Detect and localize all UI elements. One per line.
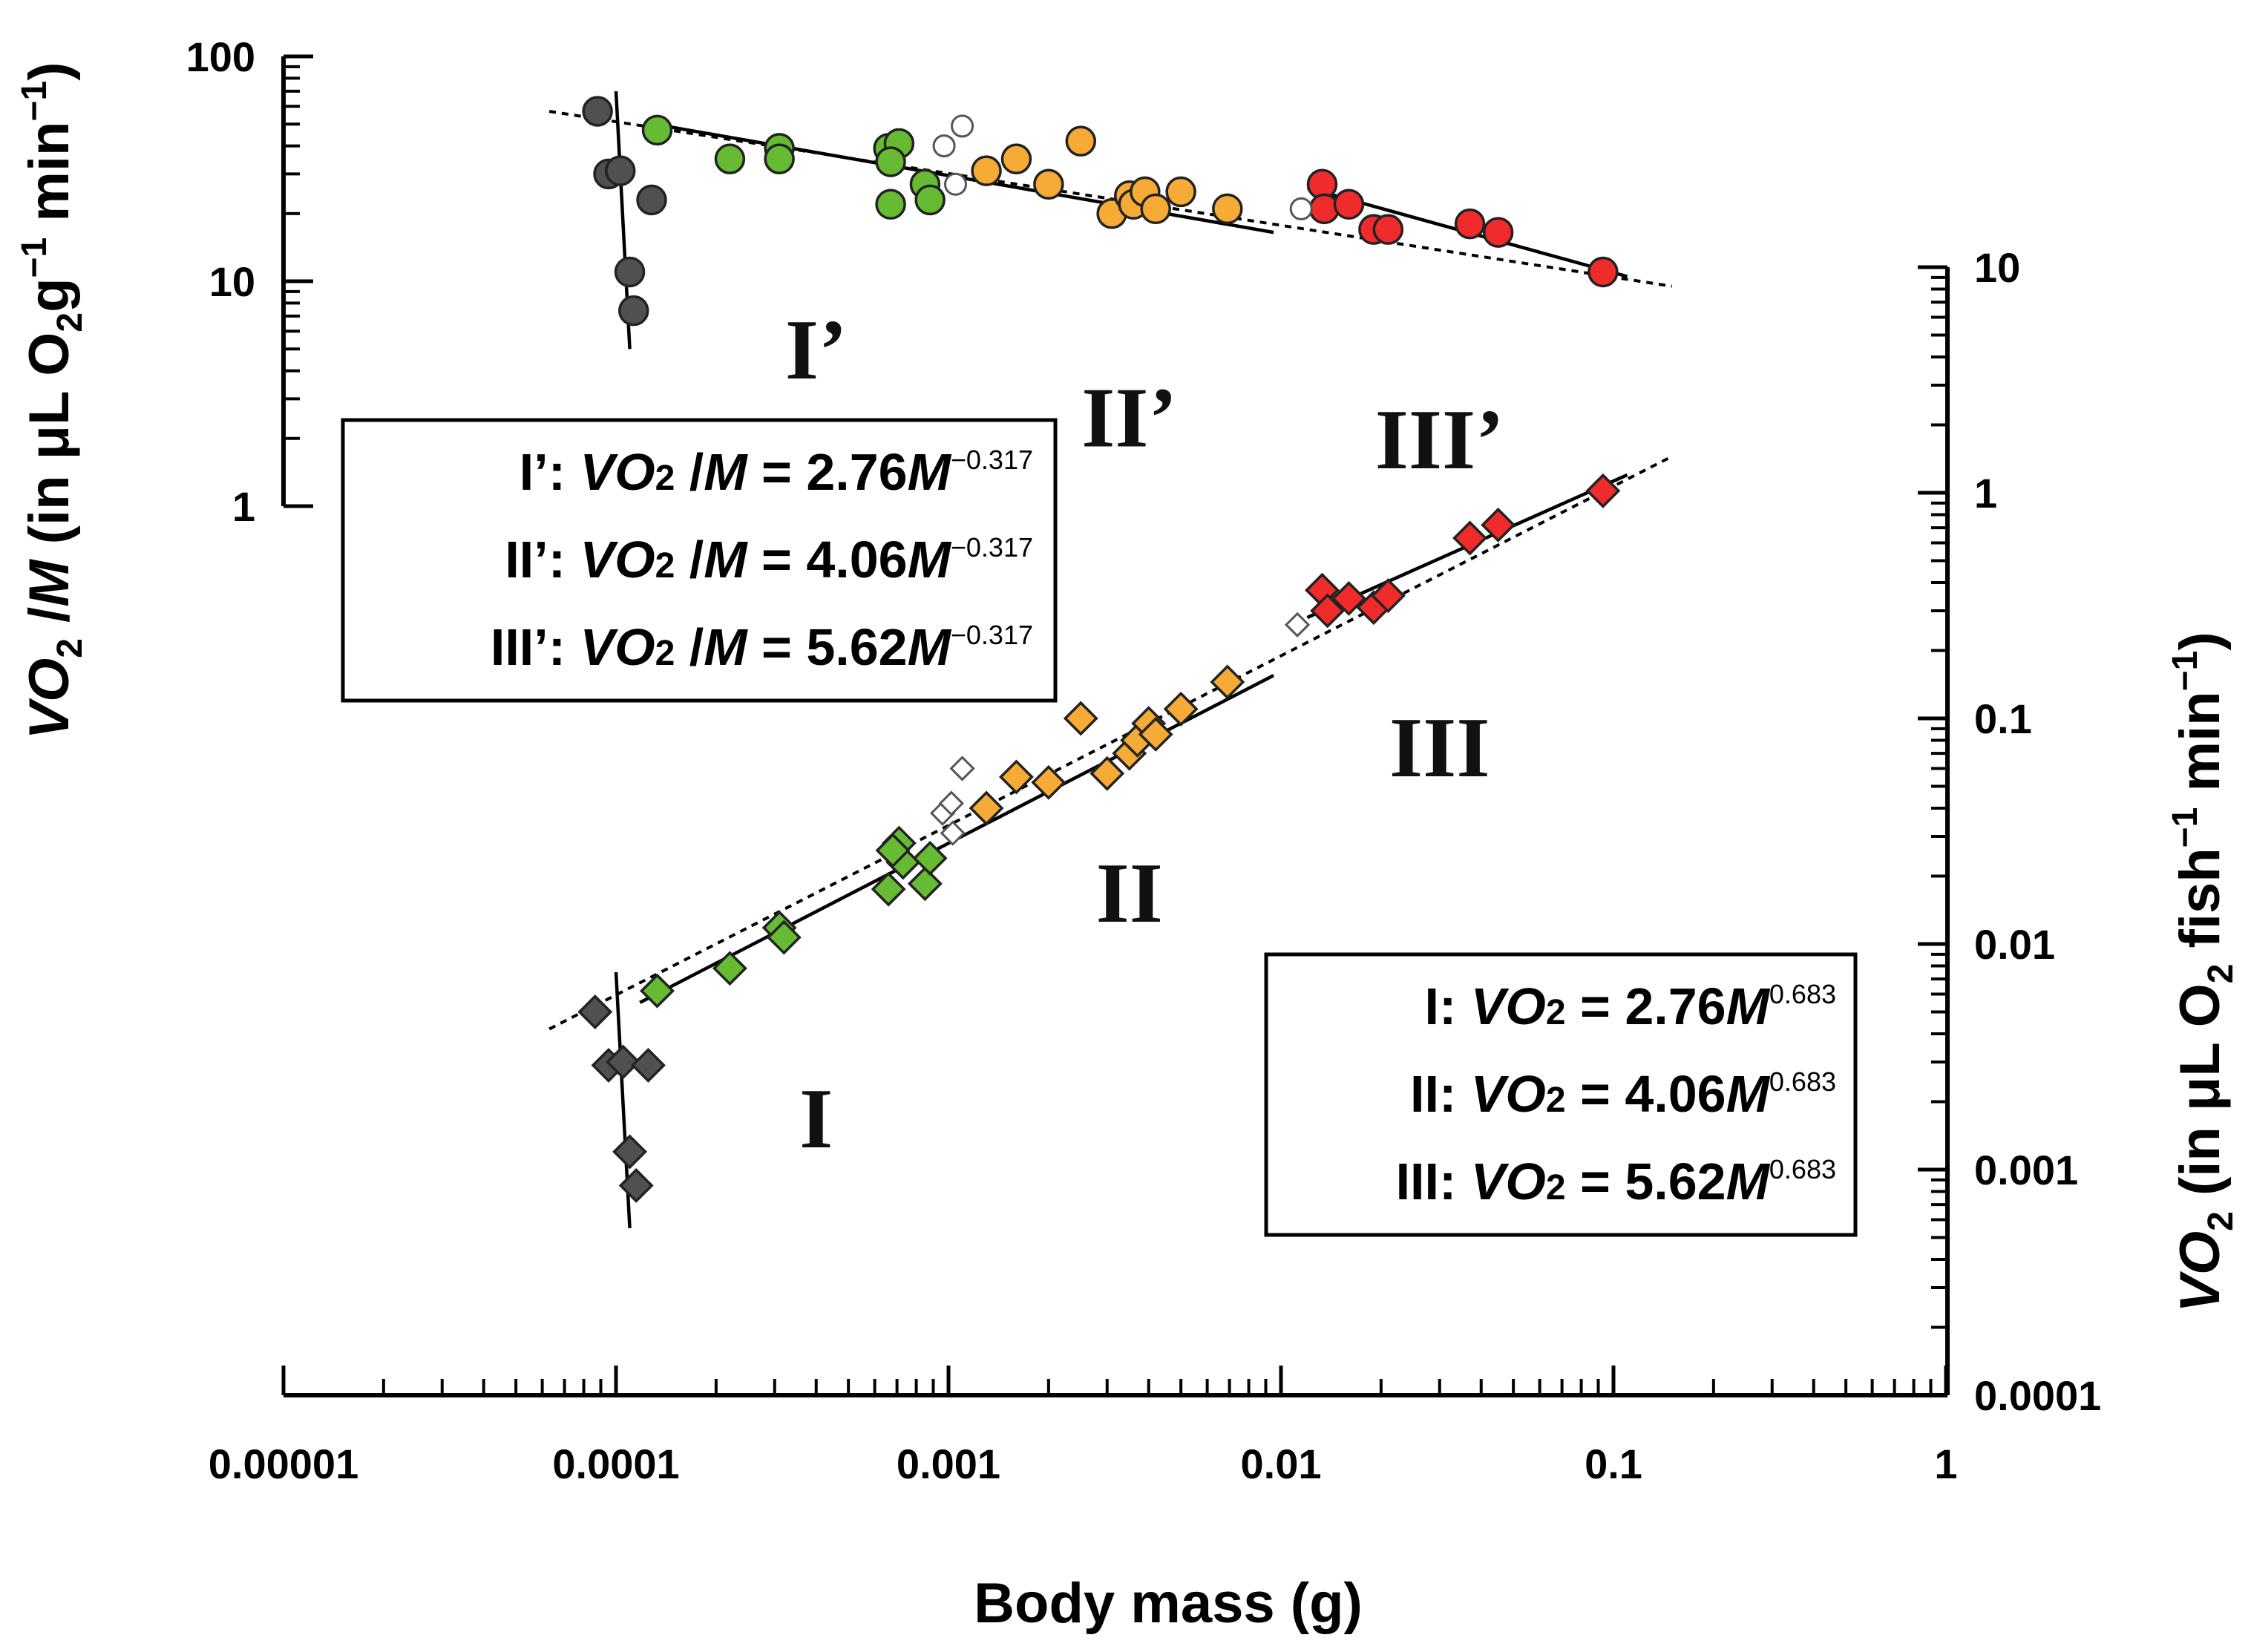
data-point-diamond bbox=[875, 833, 911, 868]
data-point-circle bbox=[714, 143, 746, 174]
data-point-diamond bbox=[1481, 507, 1516, 543]
data-point-circle bbox=[614, 256, 646, 288]
equation-box-mass-specific-frame bbox=[341, 418, 1058, 703]
data-point-circle bbox=[641, 114, 673, 146]
data-point-circle bbox=[1212, 193, 1243, 225]
data-point-diamond bbox=[1331, 580, 1366, 616]
data-points bbox=[577, 96, 1621, 1203]
equation-mass-specific-3: III’: VO2 /M = 5.62M−0.317 bbox=[491, 618, 1033, 676]
y-left-tick-label: 100 bbox=[186, 33, 255, 80]
data-point-diamond bbox=[606, 1044, 640, 1080]
data-point-circle bbox=[636, 184, 667, 216]
y-right-axis: 0.0001 0.001 0.01 0.1 1 10 bbox=[1918, 244, 2101, 1419]
data-point-circle bbox=[1033, 168, 1064, 200]
data-point-circle bbox=[1140, 193, 1171, 225]
data-point-diamond bbox=[1585, 473, 1621, 508]
y-left-tick-label: 10 bbox=[209, 258, 255, 305]
x-axis: 0.00001 0.0001 0.001 0.01 0.1 1 bbox=[209, 1366, 1958, 1487]
data-point-diamond bbox=[1452, 520, 1488, 556]
x-tick-label: 0.01 bbox=[1241, 1440, 1322, 1487]
data-point-diamond bbox=[940, 820, 966, 846]
data-point-diamond bbox=[871, 871, 906, 907]
equation-box-whole-fish: I: VO2 = 2.76M0.683 II: VO2 = 4.06M0.683… bbox=[1264, 952, 1858, 1237]
data-point-diamond bbox=[1210, 664, 1245, 700]
data-point-circle bbox=[943, 172, 967, 196]
region-label: III’ bbox=[1375, 393, 1504, 488]
y-left-axis-title: VO2 /M (in μL O2g−1 min−1) bbox=[15, 62, 90, 739]
data-point-diamond bbox=[1063, 701, 1098, 736]
data-point-diamond bbox=[912, 840, 948, 876]
data-point-circle bbox=[1065, 125, 1097, 157]
equation-box-mass-specific: I’: VO2 /M = 2.76M−0.317 II’: VO2 /M = 4… bbox=[341, 418, 1058, 703]
data-point-diamond bbox=[1090, 755, 1125, 791]
data-point-circle bbox=[875, 189, 906, 220]
data-point-diamond bbox=[949, 755, 975, 781]
data-point-circle bbox=[1588, 256, 1619, 288]
y-left-tick-label: 1 bbox=[232, 483, 255, 530]
data-point-diamond bbox=[1163, 691, 1199, 727]
y-right-tick-label: 0.001 bbox=[1974, 1147, 2078, 1193]
data-point-diamond bbox=[618, 1167, 654, 1203]
x-tick-label: 1 bbox=[1934, 1440, 1957, 1487]
equation-mass-specific-2: II’: VO2 /M = 4.06M−0.317 bbox=[505, 531, 1033, 589]
y-right-tick-label: 0.1 bbox=[1974, 695, 2032, 742]
data-point-circle bbox=[1372, 214, 1404, 245]
x-tick-label: 0.1 bbox=[1585, 1440, 1642, 1487]
data-point-circle bbox=[1165, 176, 1196, 208]
data-point-circle bbox=[932, 134, 956, 158]
data-point-circle bbox=[951, 114, 974, 138]
data-point-circle bbox=[764, 143, 795, 174]
data-point-diamond bbox=[1370, 578, 1406, 614]
y-right-tick-label: 0.0001 bbox=[1974, 1372, 2101, 1419]
data-point-diamond bbox=[630, 1047, 666, 1083]
data-point-circle bbox=[605, 155, 636, 186]
data-point-circle bbox=[1333, 189, 1365, 220]
equation-box-whole-fish-frame bbox=[1264, 952, 1858, 1237]
y-right-tick-label: 1 bbox=[1974, 470, 1997, 517]
x-tick-label: 0.001 bbox=[897, 1440, 1000, 1487]
region-label: III bbox=[1389, 701, 1490, 796]
equation-mass-specific-1: I’: VO2 /M = 2.76M−0.317 bbox=[520, 443, 1033, 501]
data-point-circle bbox=[1482, 217, 1514, 248]
y-right-axis-title: VO2 (in μL O2 fish−1 min−1) bbox=[2166, 632, 2241, 1312]
region-label: I’ bbox=[785, 303, 848, 398]
data-point-circle bbox=[1289, 197, 1313, 220]
data-point-circle bbox=[1000, 143, 1032, 174]
data-point-diamond bbox=[907, 866, 943, 902]
x-axis-title: Body mass (g) bbox=[974, 1572, 1363, 1635]
data-point-diamond bbox=[612, 1134, 648, 1170]
equation-whole-1: I: VO2 = 2.76M0.683 bbox=[1425, 977, 1837, 1035]
equation-whole-3: III: VO2 = 5.62M0.683 bbox=[1396, 1153, 1836, 1210]
data-point-circle bbox=[582, 96, 613, 127]
region-label: I bbox=[799, 1072, 833, 1167]
region-label: II’ bbox=[1081, 370, 1177, 465]
data-point-diamond bbox=[938, 790, 964, 816]
data-point-diamond bbox=[640, 973, 675, 1009]
x-tick-label: 0.00001 bbox=[209, 1440, 358, 1487]
data-point-circle bbox=[914, 184, 946, 216]
region-label: II bbox=[1096, 846, 1163, 941]
y-left-axis: 1 10 100 bbox=[186, 33, 313, 530]
data-point-diamond bbox=[1138, 716, 1173, 752]
data-point-diamond bbox=[766, 920, 802, 955]
y-right-tick-label: 0.01 bbox=[1974, 921, 2055, 968]
data-point-diamond bbox=[998, 759, 1034, 795]
data-point-diamond bbox=[1310, 593, 1346, 629]
data-point-diamond bbox=[712, 951, 747, 986]
overall-fit-line bbox=[548, 455, 1673, 1031]
data-point-circle bbox=[1454, 208, 1486, 240]
data-point-circle bbox=[971, 155, 1002, 186]
x-tick-label: 0.0001 bbox=[552, 1440, 679, 1487]
equation-whole-2: II: VO2 = 4.06M0.683 bbox=[1410, 1065, 1836, 1123]
data-point-circle bbox=[618, 295, 649, 327]
y-right-tick-label: 10 bbox=[1974, 244, 2020, 291]
data-point-circle bbox=[875, 146, 906, 177]
data-point-diamond bbox=[969, 790, 1004, 826]
data-point-diamond bbox=[1284, 612, 1311, 637]
data-point-diamond bbox=[577, 994, 613, 1029]
data-point-diamond bbox=[1031, 764, 1066, 800]
